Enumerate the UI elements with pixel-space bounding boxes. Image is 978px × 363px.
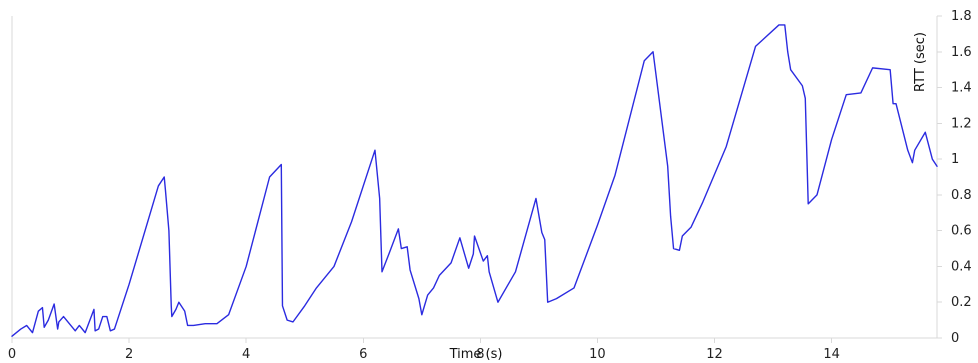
- x-tick-label: 14: [823, 347, 840, 362]
- y-axis-title: RTT (sec): [913, 32, 928, 92]
- x-tick-label: 10: [589, 347, 606, 362]
- x-tick-label: 6: [359, 347, 367, 362]
- axes-layer: 0 2 4 6 8 10 12 14 0 0.2 0.4 0.6 0.8 1 1.2 1.4 1.6 1.8: [8, 9, 972, 362]
- y-tick-label: 1.4: [951, 81, 972, 96]
- y-tick-label: 0.8: [951, 188, 972, 203]
- y-tick-label: 0.4: [951, 259, 972, 274]
- x-tick-label: 8: [476, 347, 484, 362]
- x-tick-label: 0: [8, 347, 16, 362]
- y-tick-label: 1.2: [951, 116, 972, 131]
- y-tick-label: 0: [951, 331, 959, 346]
- x-tick-label: 12: [706, 347, 723, 362]
- rtt-series-line: [11, 24, 938, 337]
- y-tick-label: 1.8: [951, 9, 972, 24]
- y-tick-label: 0.2: [951, 295, 972, 310]
- x-tick-label: 2: [125, 347, 133, 362]
- series-layer: [11, 24, 938, 337]
- y-tick-label: 0.6: [951, 224, 972, 239]
- label-layer: Time (s) RTT (sec): [449, 32, 928, 362]
- y-tick-label: 1: [951, 152, 959, 167]
- x-axis-title: Time (s): [449, 347, 503, 362]
- y-tick-label: 1.6: [951, 45, 972, 60]
- x-tick-label: 4: [242, 347, 250, 362]
